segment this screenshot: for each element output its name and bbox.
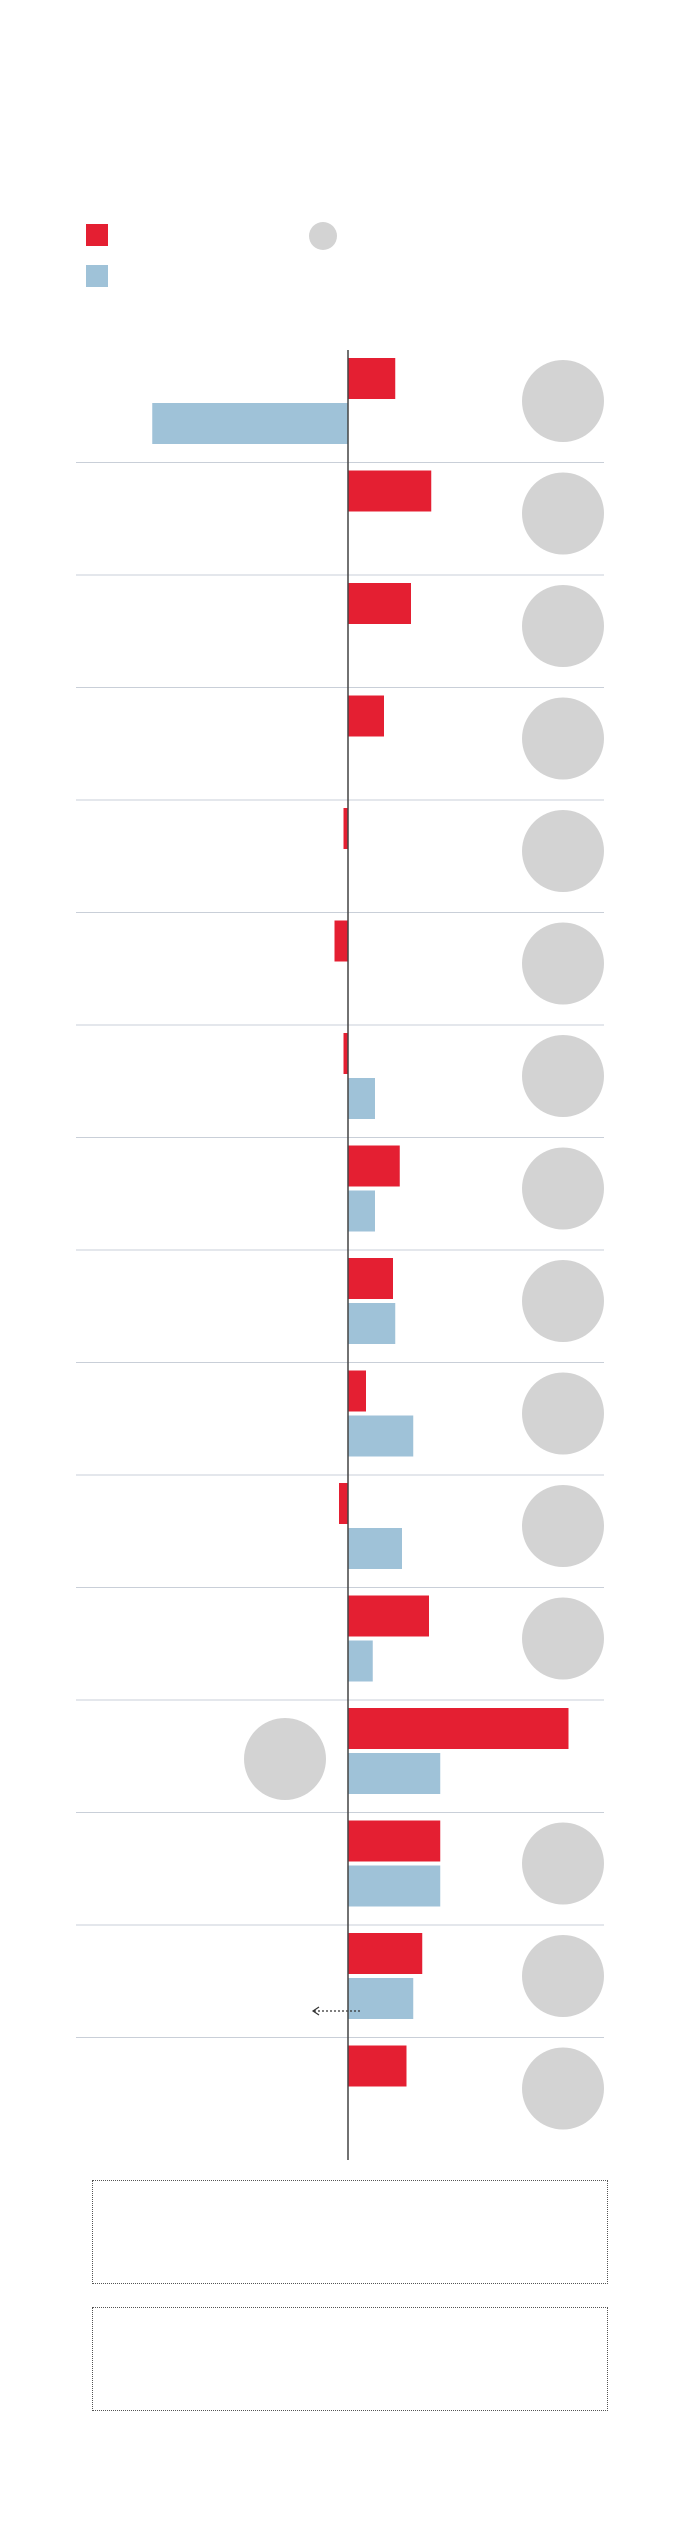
bar-red: [348, 1708, 569, 1749]
bar-blue: [348, 1078, 375, 1119]
row-circle: [244, 1718, 326, 1800]
bar-blue: [348, 1303, 396, 1344]
legend-swatch-red: [86, 224, 108, 246]
bar-blue: [348, 1190, 375, 1232]
bar-red: [348, 2045, 407, 2087]
bar-red: [348, 358, 396, 399]
bar-blue: [348, 1528, 402, 1569]
bar-red: [348, 695, 384, 737]
annotation-arrow-head: [311, 2006, 320, 2016]
row-circle: [522, 1147, 604, 1230]
bar-blue: [348, 1415, 414, 1457]
row-circle: [522, 1485, 604, 1567]
bar-red: [334, 920, 348, 962]
bar-red: [348, 1145, 400, 1187]
bar-blue: [348, 1865, 441, 1907]
bar-blue: [152, 403, 348, 444]
row-circle: [522, 360, 604, 442]
row-circle: [522, 1372, 604, 1455]
bar-blue: [348, 1753, 441, 1794]
row-circle: [522, 810, 604, 892]
bar-red: [343, 1033, 348, 1074]
bar-blue: [348, 1978, 414, 2019]
bar-red: [348, 583, 411, 624]
bar-red: [343, 808, 348, 849]
row-circle: [522, 922, 604, 1005]
row-circle: [522, 1822, 604, 1905]
bar-red: [348, 470, 432, 512]
note-box-1: [92, 2180, 608, 2284]
bar-red: [348, 1258, 393, 1299]
bar-red: [348, 1933, 423, 1974]
legend-swatch-circle: [309, 222, 337, 250]
legend-swatch-blue: [86, 265, 108, 287]
bar-red: [348, 1595, 429, 1637]
bar-red: [339, 1483, 348, 1524]
row-circle: [522, 585, 604, 667]
chart-legend: [86, 222, 337, 287]
bar-red: [348, 1370, 366, 1412]
bar-blue: [348, 1640, 373, 1682]
row-circle: [522, 2047, 604, 2130]
row-circle: [522, 1597, 604, 1680]
row-circle: [522, 1935, 604, 2017]
row-circle: [522, 472, 604, 555]
row-circle: [522, 1035, 604, 1117]
row-circle: [522, 697, 604, 780]
bar-red: [348, 1820, 441, 1862]
row-circle: [522, 1260, 604, 1342]
note-box-2: [92, 2307, 608, 2411]
